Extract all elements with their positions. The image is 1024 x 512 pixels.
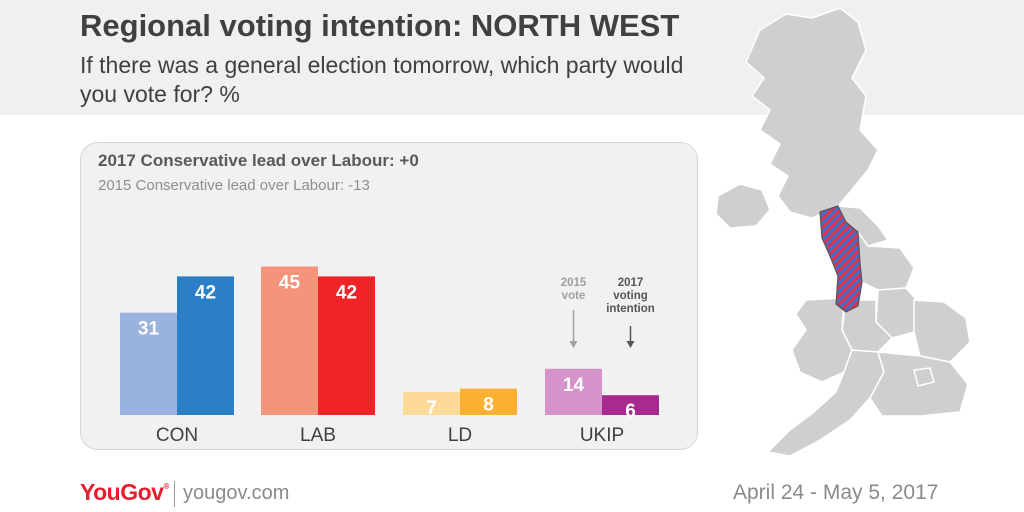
bar-value-label: 42 bbox=[195, 282, 216, 303]
yougov-logo[interactable]: YouGov® bbox=[80, 479, 169, 505]
category-label-ukip: UKIP bbox=[580, 425, 624, 446]
bar-ld-2015 bbox=[403, 391, 460, 415]
bar-value-label: 6 bbox=[625, 401, 636, 422]
bar-con-2017 bbox=[177, 276, 234, 415]
lead-2015-text: 2015 Conservative lead over Labour: -13 bbox=[98, 177, 370, 194]
chart-title: Regional voting intention: NORTH WEST bbox=[80, 8, 680, 43]
bar-ld-2017 bbox=[460, 388, 517, 415]
bar-ukip-2017 bbox=[602, 395, 659, 415]
annotation-2017-intention: 2017 bbox=[618, 277, 644, 289]
fieldwork-date-range: April 24 - May 5, 2017 bbox=[733, 481, 939, 504]
scotland-region bbox=[745, 7, 879, 219]
annotation-2015-vote: 2015 bbox=[561, 277, 587, 289]
category-label-lab: LAB bbox=[300, 425, 336, 446]
annotation-arrow-head bbox=[626, 341, 635, 348]
category-label-con: CON bbox=[156, 425, 198, 446]
lead-2017-text: 2017 Conservative lead over Labour: +0 bbox=[98, 151, 419, 170]
bar-value-label: 8 bbox=[483, 395, 494, 416]
bar-ukip-2015 bbox=[545, 368, 602, 415]
london-region bbox=[913, 367, 935, 387]
category-label-ld: LD bbox=[448, 425, 472, 446]
bar-value-label: 31 bbox=[138, 319, 160, 340]
bar-lab-2015 bbox=[261, 266, 318, 415]
northern-ireland-region bbox=[715, 183, 771, 229]
bar-con-2015 bbox=[120, 312, 177, 415]
annotation-2015-vote: vote bbox=[562, 290, 586, 302]
bar-value-label: 42 bbox=[336, 282, 357, 303]
footer-url-link[interactable]: yougov.com bbox=[183, 482, 290, 504]
annotation-2017-intention: voting bbox=[613, 290, 648, 302]
annotation-arrow-head bbox=[569, 341, 578, 348]
annotation-2017-intention: intention bbox=[606, 303, 655, 315]
north-west-highlight bbox=[819, 205, 863, 313]
bar-value-label: 14 bbox=[563, 375, 585, 396]
bar-lab-2017 bbox=[318, 276, 375, 415]
chart-subtitle: If there was a general election tomorrow… bbox=[80, 52, 684, 107]
east-region bbox=[913, 299, 971, 363]
footer-divider bbox=[174, 481, 175, 507]
bar-value-label: 45 bbox=[279, 273, 301, 294]
uk-map bbox=[715, 7, 971, 457]
wales-region bbox=[791, 297, 853, 383]
bar-value-label: 7 bbox=[426, 398, 437, 419]
